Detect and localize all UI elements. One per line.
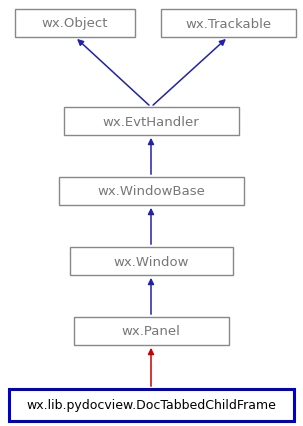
Bar — [58, 178, 244, 205]
Text: wx.Window: wx.Window — [113, 255, 189, 268]
Text: wx.Object: wx.Object — [42, 17, 108, 30]
Bar — [64, 108, 238, 136]
Bar — [8, 389, 294, 421]
Bar — [69, 248, 232, 275]
Bar — [74, 317, 228, 345]
Bar — [161, 10, 295, 38]
Text: wx.Trackable: wx.Trackable — [185, 17, 271, 30]
Text: wx.Panel: wx.Panel — [122, 325, 181, 338]
Bar — [15, 10, 135, 38]
Text: wx.WindowBase: wx.WindowBase — [97, 185, 205, 198]
Text: wx.EvtHandler: wx.EvtHandler — [103, 115, 199, 128]
Text: wx.lib.pydocview.DocTabbedChildFrame: wx.lib.pydocview.DocTabbedChildFrame — [26, 399, 276, 412]
